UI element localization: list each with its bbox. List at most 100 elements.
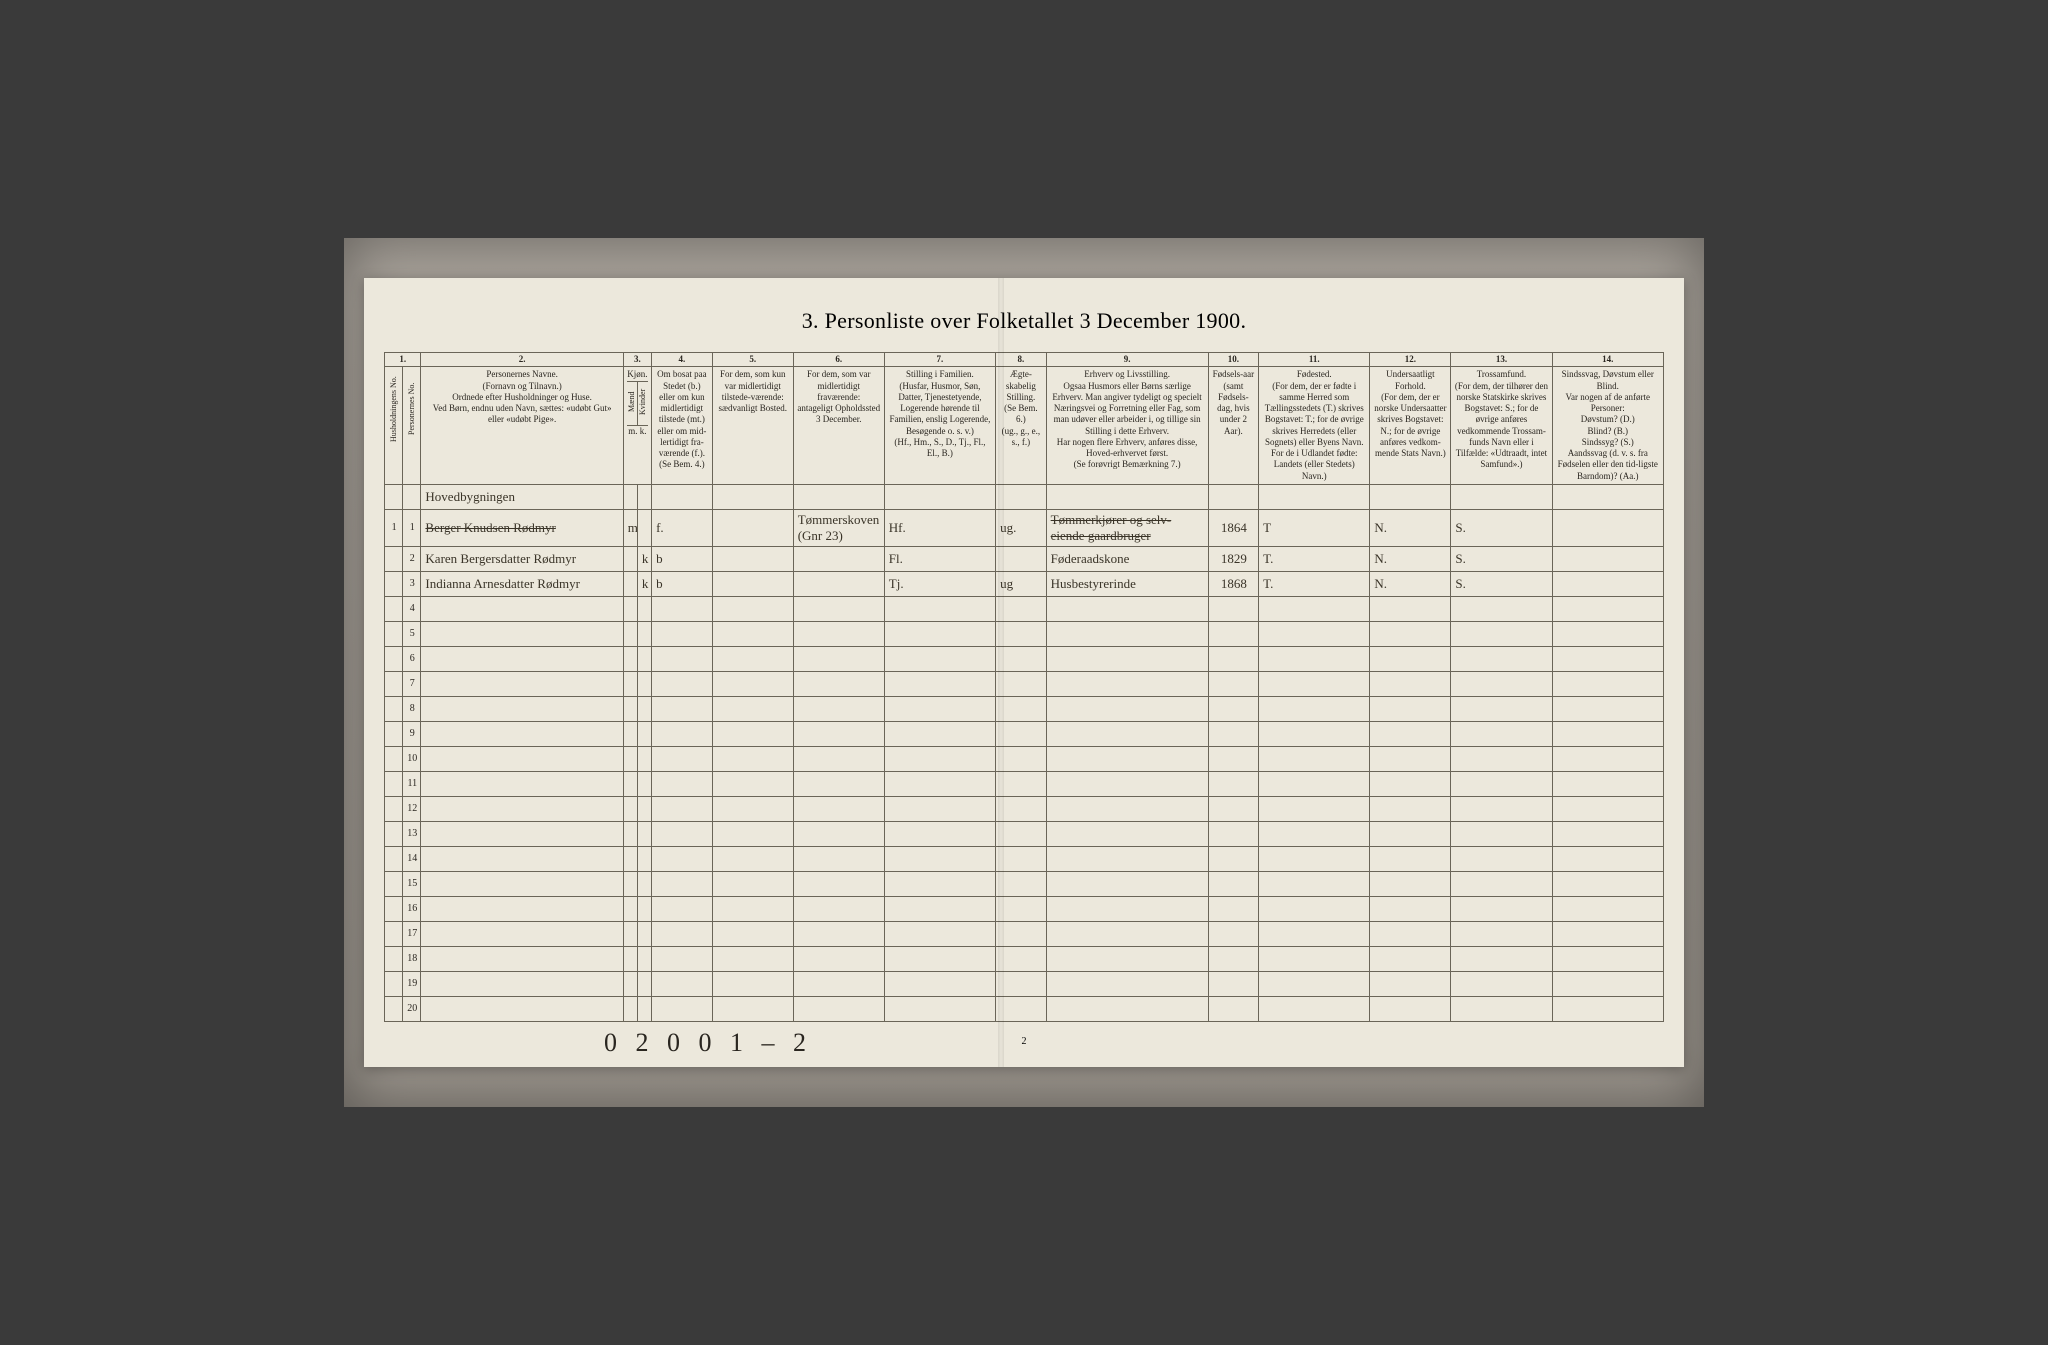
cell <box>637 771 651 796</box>
cell <box>637 971 651 996</box>
cell: 6 <box>403 646 421 671</box>
table-row: 15 <box>385 871 1664 896</box>
cell <box>1259 671 1370 696</box>
cell <box>637 484 651 509</box>
table-row: 20 <box>385 996 1664 1021</box>
cell <box>1208 946 1259 971</box>
cell: Føderaadskone <box>1046 546 1208 571</box>
cell <box>1552 996 1663 1021</box>
cell <box>637 921 651 946</box>
cell <box>712 796 793 821</box>
cell <box>652 846 713 871</box>
cell <box>1370 996 1451 1021</box>
cell: Indianna Arnesdatter Rødmyr <box>421 571 623 596</box>
cell: Husbestyrerinde <box>1046 571 1208 596</box>
cell <box>1451 946 1552 971</box>
table-body: Hovedbygningen11Berger Knudsen Rødmyrmf.… <box>385 484 1664 1021</box>
cell <box>1370 871 1451 896</box>
cell: S. <box>1451 571 1552 596</box>
cell <box>385 546 403 571</box>
cell <box>1370 821 1451 846</box>
cell: 16 <box>403 896 421 921</box>
cell <box>385 796 403 821</box>
cell <box>1046 871 1208 896</box>
cell: 15 <box>403 871 421 896</box>
cell <box>884 821 995 846</box>
cell <box>1046 596 1208 621</box>
cell <box>637 721 651 746</box>
cell <box>1451 771 1552 796</box>
cell <box>1046 746 1208 771</box>
cell <box>712 971 793 996</box>
cell <box>385 946 403 971</box>
cell <box>1451 646 1552 671</box>
cell <box>712 996 793 1021</box>
cell <box>1259 696 1370 721</box>
cell <box>712 696 793 721</box>
cell <box>1208 621 1259 646</box>
cell <box>652 771 713 796</box>
cell: 13 <box>403 821 421 846</box>
cell <box>1370 646 1451 671</box>
table-header: 1.2.3.4.5.6.7.8.9.10.11.12.13.14. Hushol… <box>385 353 1664 485</box>
cell <box>421 971 623 996</box>
cell <box>637 509 651 546</box>
cell <box>1259 484 1370 509</box>
cell: 3 <box>403 571 421 596</box>
col-number: 9. <box>1046 353 1208 367</box>
cell <box>1046 896 1208 921</box>
cell <box>1451 796 1552 821</box>
cell <box>421 771 623 796</box>
cell <box>884 671 995 696</box>
cell <box>1451 921 1552 946</box>
cell <box>1552 696 1663 721</box>
cell <box>421 696 623 721</box>
hdr-person-no: Personernes No. <box>403 367 421 485</box>
cell: b <box>652 546 713 571</box>
cell <box>1451 596 1552 621</box>
cell <box>623 646 637 671</box>
cell <box>712 571 793 596</box>
cell: f. <box>652 509 713 546</box>
cell <box>1552 571 1663 596</box>
cell <box>1552 771 1663 796</box>
cell <box>1046 796 1208 821</box>
cell: T. <box>1259 546 1370 571</box>
cell: 1868 <box>1208 571 1259 596</box>
cell <box>652 484 713 509</box>
cell <box>1451 871 1552 896</box>
cell <box>385 871 403 896</box>
cell <box>712 621 793 646</box>
cell <box>637 846 651 871</box>
cell <box>712 946 793 971</box>
cell: 20 <box>403 996 421 1021</box>
cell: b <box>652 571 713 596</box>
cell <box>1208 721 1259 746</box>
cell <box>1552 796 1663 821</box>
cell <box>1451 621 1552 646</box>
hdr-sex: Kjøn. Mænd Kvinder m. k. <box>623 367 651 485</box>
cell <box>884 696 995 721</box>
cell: 1829 <box>1208 546 1259 571</box>
cell <box>1259 921 1370 946</box>
cell <box>1046 671 1208 696</box>
cell <box>1552 846 1663 871</box>
cell <box>385 771 403 796</box>
cell <box>385 921 403 946</box>
cell <box>652 596 713 621</box>
cell: Tj. <box>884 571 995 596</box>
cell <box>421 946 623 971</box>
cell: Berger Knudsen Rødmyr <box>421 509 623 546</box>
cell: Tømmerskoven (Gnr 23) <box>793 509 884 546</box>
cell <box>793 871 884 896</box>
cell: T <box>1259 509 1370 546</box>
cell <box>385 896 403 921</box>
cell <box>623 996 637 1021</box>
cell <box>623 821 637 846</box>
cell <box>1451 696 1552 721</box>
cell: Hovedbygningen <box>421 484 623 509</box>
cell <box>1208 821 1259 846</box>
cell <box>421 921 623 946</box>
hdr-household-no: Husholdningens No. <box>385 367 403 485</box>
cell <box>652 821 713 846</box>
